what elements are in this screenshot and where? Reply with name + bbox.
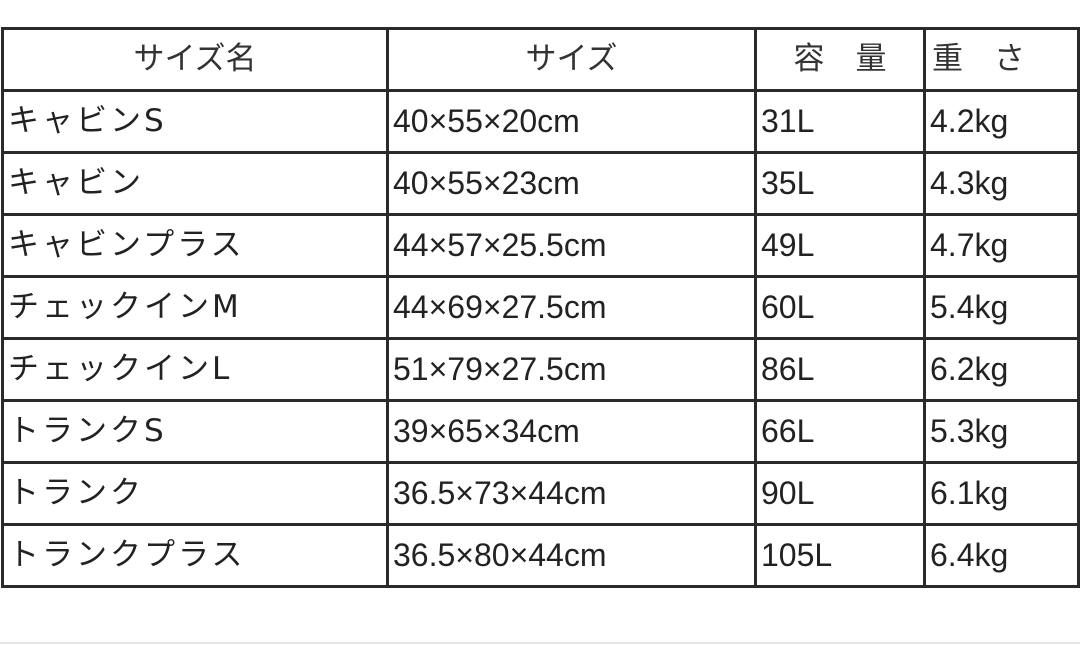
capacity-cell: 31L bbox=[754, 89, 926, 154]
capacity-cell: 66L bbox=[754, 399, 926, 464]
header-size-name: サイズ名 bbox=[1, 27, 389, 92]
table-row: トランク 36.5×73×44cm 90L 6.1kg bbox=[1, 461, 1080, 526]
table-row: トランクプラス 36.5×80×44cm 105L 6.4kg bbox=[1, 523, 1080, 588]
weight-cell: 5.4kg bbox=[923, 275, 1080, 340]
size-spec-table: サイズ名 サイズ 容 量 重 さ キャビンS 40×55×20cm 31L 4.2kg… bbox=[1, 27, 1080, 588]
table-row: チェックインM 44×69×27.5cm 60L 5.4kg bbox=[1, 275, 1080, 340]
size-name-cell: トランク bbox=[1, 461, 389, 526]
weight-cell: 4.2kg bbox=[923, 89, 1080, 154]
capacity-cell: 49L bbox=[754, 213, 926, 278]
weight-cell: 5.3kg bbox=[923, 399, 1080, 464]
size-cell: 36.5×73×44cm bbox=[386, 461, 757, 526]
header-size: サイズ bbox=[386, 27, 757, 92]
table-header-row: サイズ名 サイズ 容 量 重 さ bbox=[1, 27, 1080, 92]
size-name-cell: チェックインL bbox=[1, 337, 389, 402]
capacity-cell: 90L bbox=[754, 461, 926, 526]
size-cell: 51×79×27.5cm bbox=[386, 337, 757, 402]
size-name-cell: チェックインM bbox=[1, 275, 389, 340]
capacity-cell: 86L bbox=[754, 337, 926, 402]
size-cell: 44×57×25.5cm bbox=[386, 213, 757, 278]
weight-cell: 6.2kg bbox=[923, 337, 1080, 402]
capacity-cell: 60L bbox=[754, 275, 926, 340]
table-row: キャビンプラス 44×57×25.5cm 49L 4.7kg bbox=[1, 213, 1080, 278]
weight-cell: 4.3kg bbox=[923, 151, 1080, 216]
size-name-cell: キャビンS bbox=[1, 89, 389, 154]
size-cell: 40×55×20cm bbox=[386, 89, 757, 154]
table-row: トランクS 39×65×34cm 66L 5.3kg bbox=[1, 399, 1080, 464]
size-cell: 40×55×23cm bbox=[386, 151, 757, 216]
weight-cell: 6.1kg bbox=[923, 461, 1080, 526]
size-cell: 36.5×80×44cm bbox=[386, 523, 757, 588]
capacity-cell: 105L bbox=[754, 523, 926, 588]
divider bbox=[0, 642, 1080, 644]
size-cell: 44×69×27.5cm bbox=[386, 275, 757, 340]
capacity-cell: 35L bbox=[754, 151, 926, 216]
table-row: キャビンS 40×55×20cm 31L 4.2kg bbox=[1, 89, 1080, 154]
size-name-cell: キャビンプラス bbox=[1, 213, 389, 278]
size-cell: 39×65×34cm bbox=[386, 399, 757, 464]
table-row: チェックインL 51×79×27.5cm 86L 6.2kg bbox=[1, 337, 1080, 402]
header-weight: 重 さ bbox=[923, 27, 1080, 92]
weight-cell: 4.7kg bbox=[923, 213, 1080, 278]
size-name-cell: トランクS bbox=[1, 399, 389, 464]
table-row: キャビン 40×55×23cm 35L 4.3kg bbox=[1, 151, 1080, 216]
size-name-cell: キャビン bbox=[1, 151, 389, 216]
size-name-cell: トランクプラス bbox=[1, 523, 389, 588]
header-capacity: 容 量 bbox=[754, 27, 926, 92]
weight-cell: 6.4kg bbox=[923, 523, 1080, 588]
